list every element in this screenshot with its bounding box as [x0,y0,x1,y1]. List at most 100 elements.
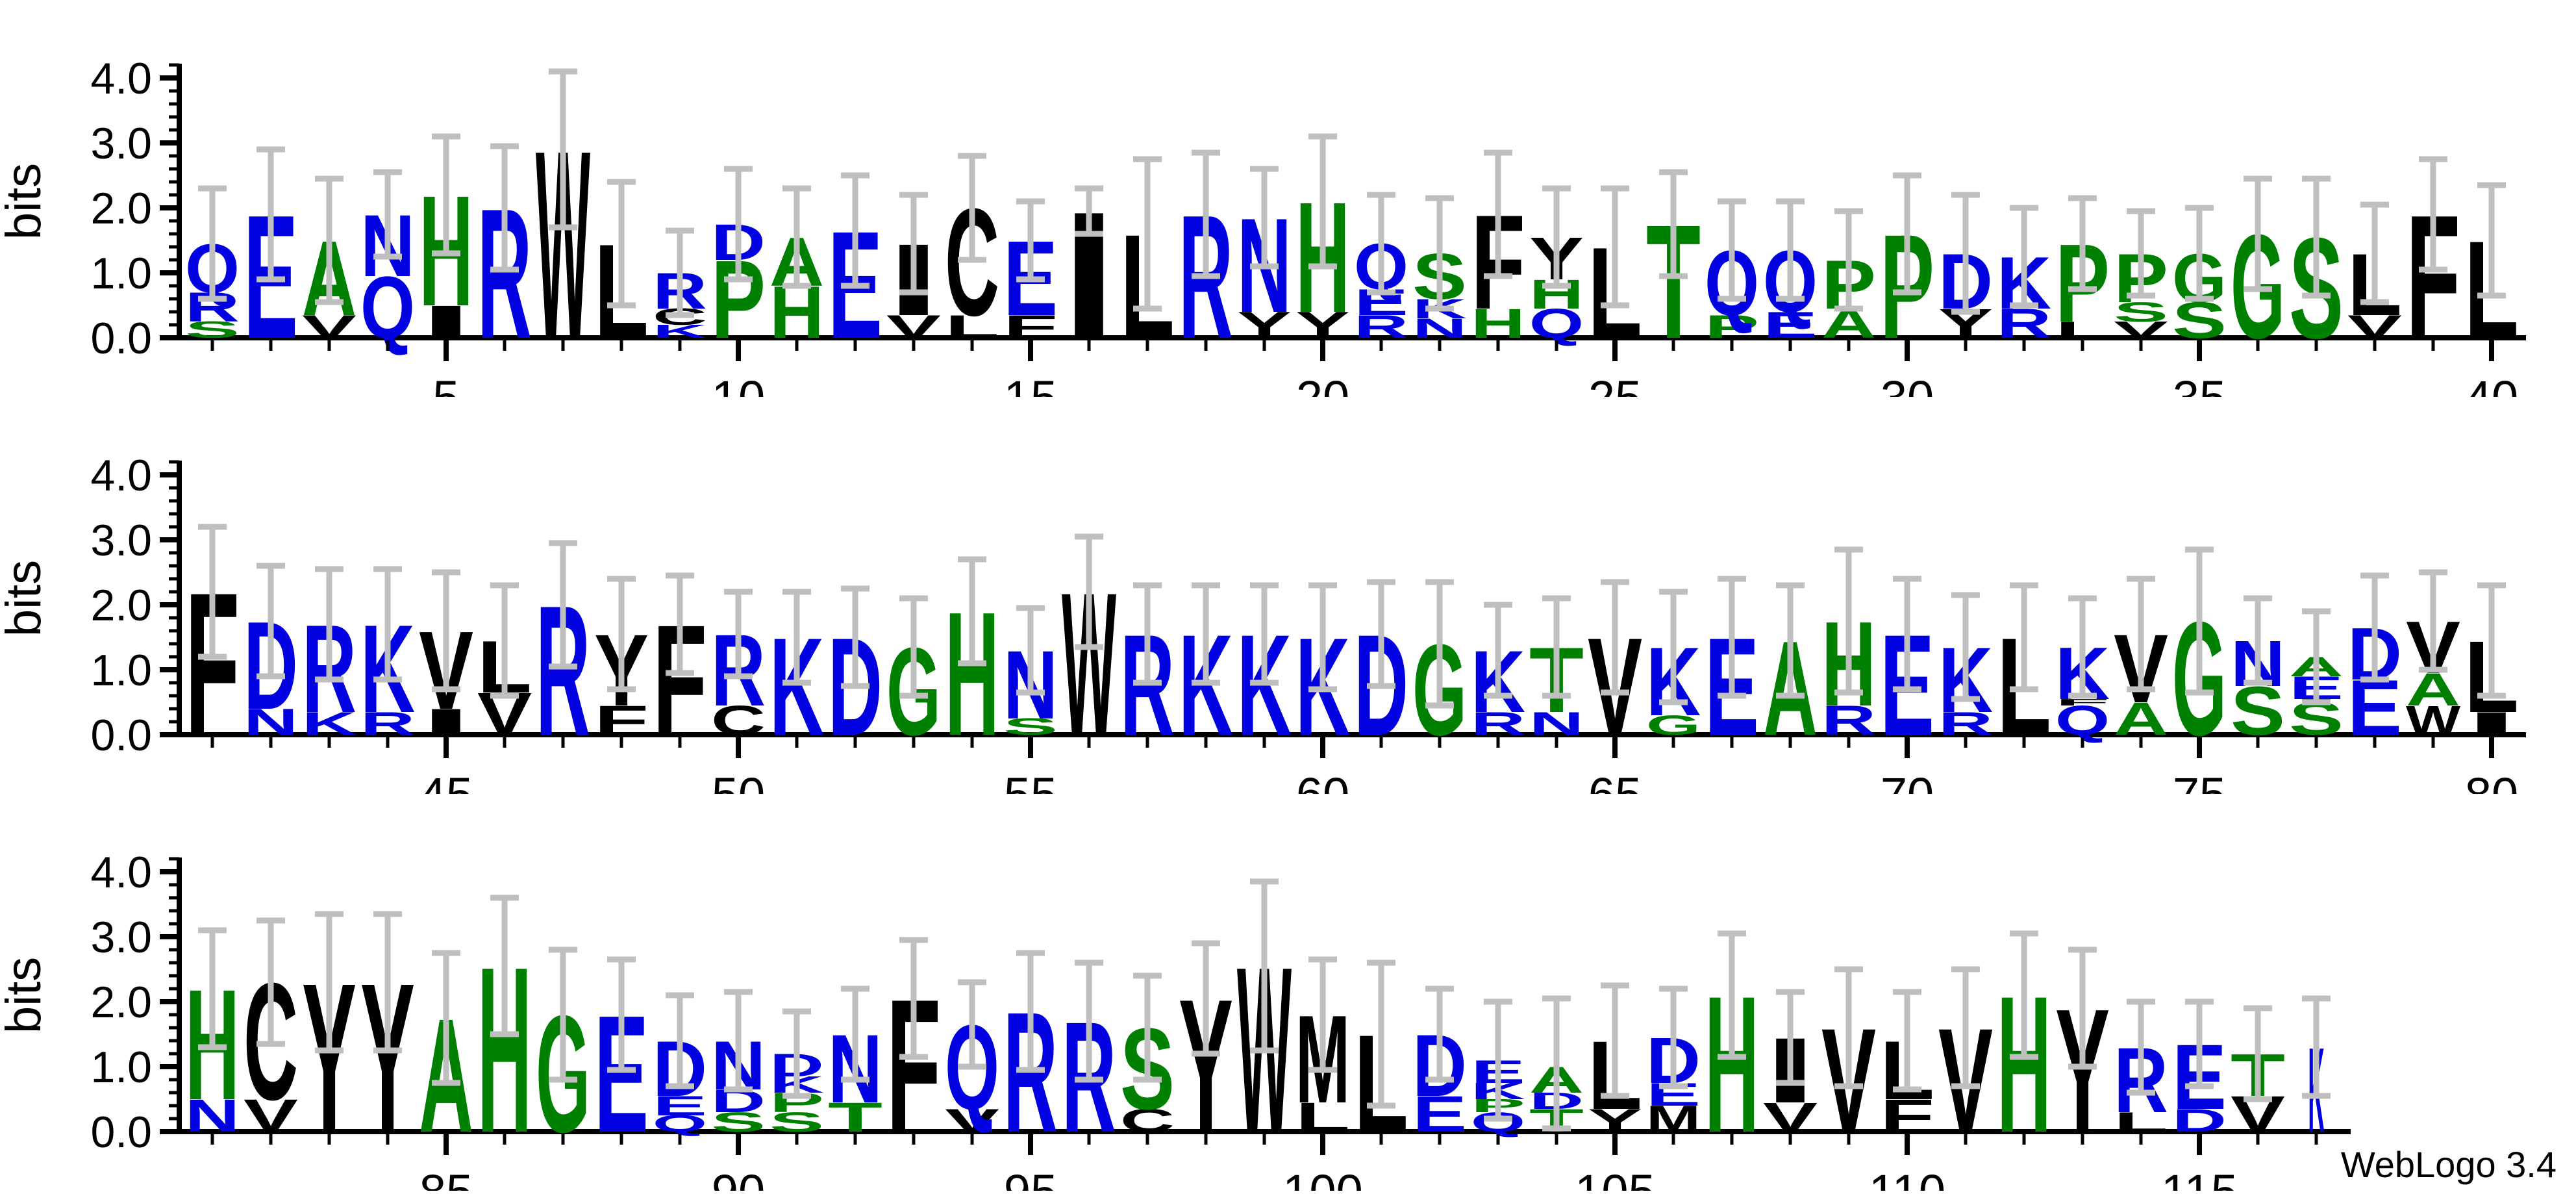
error-bar-67 [1718,576,1746,699]
error-bar-79 [2419,569,2447,673]
error-bar-19 [1250,166,1279,270]
y-axis-title: bits [0,163,51,240]
logo-stack-115: DE [2172,1025,2227,1138]
error-bar-105 [1601,982,1629,1099]
error-bar-73 [2068,595,2097,699]
logo-letter-R-21: R [1354,308,1408,344]
logo-letter-I-5: I [419,296,473,348]
error-bar-47 [549,540,577,670]
error-bar-116 [2244,1005,2272,1102]
logo-letter-S-34: S [2114,297,2168,328]
y-tick-label: 4.0 [90,848,152,897]
x-tick-label: 5 [432,371,459,397]
error-bar-91 [782,1008,811,1099]
logo-letter-E-28: E [1763,305,1818,346]
logo-letter-V-38: V [2347,308,2402,344]
error-bar-57 [1133,582,1162,686]
error-bar-108 [1776,989,1805,1086]
logo-letter-I-80: I [2464,705,2519,741]
logo-letter-S-91: S [769,1107,824,1138]
logo-letter-R-44: R [360,705,415,741]
error-bar-5 [432,133,460,257]
error-bar-71 [1951,592,1980,702]
error-bar-13 [899,192,928,296]
logo-letter-N-64: N [1529,705,1584,741]
error-bar-111 [1951,966,1980,1089]
x-tick-label: 75 [2173,768,2226,794]
error-bar-49 [666,572,694,676]
error-bar-88 [607,956,636,1073]
logo-letter-Q-89: Q [653,1111,707,1137]
error-bar-3 [315,175,344,305]
logo-letter-V-3: V [302,308,356,344]
error-bar-64 [1542,595,1571,699]
logo-letter-N-42: N [244,702,298,743]
error-bar-31 [1951,192,1980,315]
error-bar-62 [1425,579,1454,709]
error-bar-93 [899,937,928,1060]
logo-letter-H-23: H [1471,300,1525,347]
error-bar-4 [373,169,402,260]
error-bar-18 [1192,149,1220,279]
error-bar-27 [1718,198,1746,302]
sequence-logo-row-3: 0.01.02.03.04.0bitsNHVCYYA85HGEQEDSDN90S… [0,794,2576,1194]
error-bar-86 [490,895,519,1037]
error-bar-94 [958,979,986,1070]
logo-stack-1: SRQ [185,229,240,343]
logo-letter-R-71: R [1938,705,1993,741]
y-tick-label: 3.0 [90,913,152,962]
error-bar-43 [315,566,344,683]
error-bar-117 [2302,995,2331,1099]
logo-letter-P-27: P [1705,308,1759,344]
error-bar-25 [1601,185,1629,309]
error-bar-99 [1250,878,1279,1054]
error-bar-101 [1367,959,1395,1109]
x-tick-label: 110 [1869,1165,1945,1191]
logo-letter-T-92: T [828,1094,882,1141]
logo-letter-I-45: I [419,702,473,743]
error-bar-16 [1075,185,1103,237]
error-bar-12 [841,172,869,289]
error-bar-17 [1133,156,1162,312]
y-tick-label: 1.0 [90,1043,152,1092]
logo-letter-E-89: E [653,1091,707,1122]
logo-letter-A-74: A [2114,693,2168,745]
error-bar-45 [432,569,460,692]
x-tick-label: 105 [1575,1165,1655,1191]
y-tick-label: 0.0 [90,1108,152,1157]
error-bar-60 [1308,582,1337,692]
logo-plot-row-1: 0.01.02.03.04.0bitsSRQEVAQNIH5RWLKCRPD10… [0,54,2526,425]
error-bar-104 [1542,995,1571,1132]
error-bar-14 [958,153,986,263]
y-tick-label: 1.0 [90,646,152,695]
error-bar-1 [198,185,227,302]
error-bar-98 [1192,940,1220,1057]
logo-letter-Q-24: Q [1529,300,1584,347]
error-bar-44 [373,566,402,683]
x-tick-label: 70 [1881,768,1934,794]
error-bar-81 [198,927,227,1050]
x-tick-label: 60 [1296,768,1349,794]
x-tick-label: 15 [1004,371,1057,397]
logo-letter-Y-20: Y [1295,305,1350,346]
error-bar-59 [1250,582,1279,686]
error-bar-110 [1893,989,1921,1093]
y-tick-label: 2.0 [90,978,152,1027]
error-bar-100 [1308,956,1337,1073]
error-bar-85 [432,950,460,1086]
logo-letter-L-100: L [1295,1094,1350,1141]
error-bar-96 [1075,959,1103,1083]
error-bar-106 [1659,985,1688,1089]
error-bar-97 [1133,972,1162,1083]
error-bar-69 [1834,546,1863,696]
logo-letter-D-115: D [2172,1102,2227,1138]
y-tick-label: 2.0 [90,581,152,630]
y-tick-label: 4.0 [90,451,152,500]
x-tick-label: 85 [419,1165,473,1191]
error-bar-53 [899,595,928,699]
logo-letter-S-55: S [1003,714,1058,740]
sequence-logo-row-1: 0.01.02.03.04.0bitsSRQEVAQNIH5RWLKCRPD10… [0,0,2576,425]
error-bar-41 [198,524,227,660]
logo-letter-S-1: S [185,317,240,343]
x-tick-label: 55 [1004,768,1057,794]
